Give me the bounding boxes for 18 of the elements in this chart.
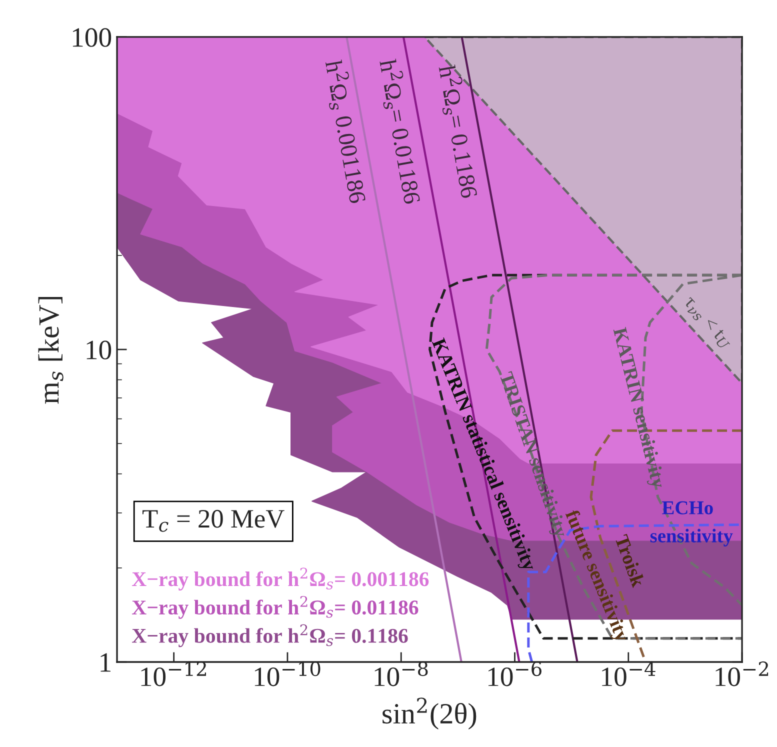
annotation: T$_{c}$ = 20 MeV: [142, 510, 284, 532]
annotation: h$^{2}$Ω$_{s}$= 0.01186: [376, 58, 426, 206]
annotation: h$^{2}$Ω$_{s}$ 0.001186: [322, 58, 371, 204]
x-tick-label: 10$^{−2}$: [716, 661, 768, 686]
y-tick-label: 1: [100, 653, 110, 672]
annotation: sensitivity: [650, 528, 733, 546]
annotation: KATRIN sensitivity: [609, 326, 666, 490]
x-axis-title: sin$^{2}$(2θ): [382, 698, 476, 730]
annotation: h$^{2}$Ω$_{s}$= 0.1186: [434, 64, 482, 200]
y-tick-label: 100: [72, 28, 112, 47]
x-tick-label: 10$^{−4}$: [602, 661, 656, 686]
text: X−ray bound for h$^{2}$Ω$_{s}$= 0.001186: [132, 568, 429, 591]
annotation: τ$_{νs}$ < t$_{U}$: [681, 295, 734, 351]
text: X−ray bound for h$^{2}$Ω$_{s}$= 0.01186: [132, 596, 418, 619]
y-axis-title: m$_{s}$ [keV]: [38, 296, 64, 404]
text: X−ray bound for h$^{2}$Ω$_{s}$= 0.1186: [132, 624, 408, 648]
y-tick-label: 10: [86, 340, 112, 360]
annotation: ECHo: [662, 501, 713, 514]
